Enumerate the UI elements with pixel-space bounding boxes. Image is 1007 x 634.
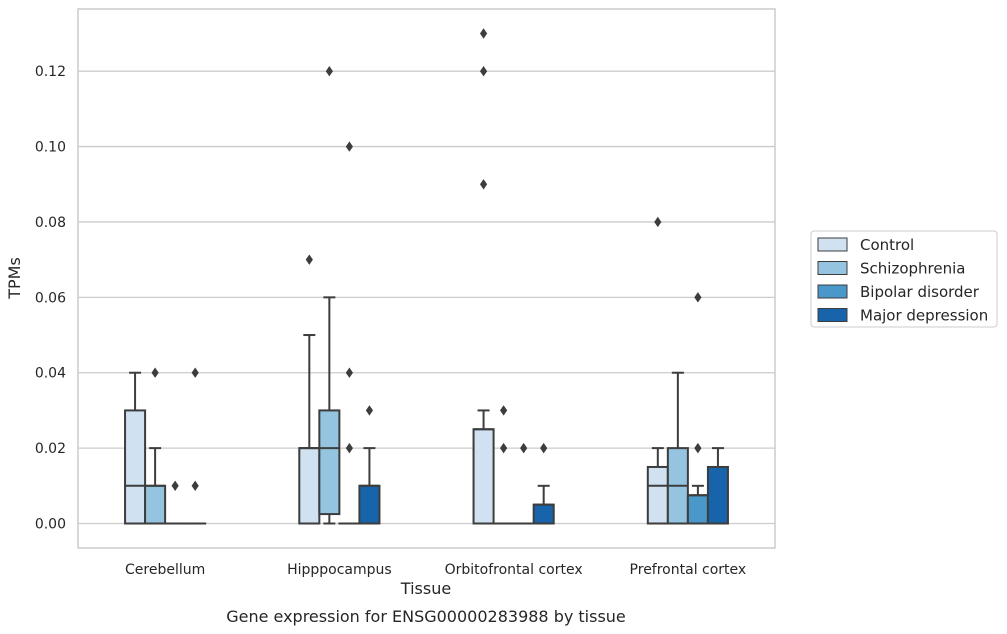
box-bipolar-disorder [686,292,709,525]
y-tick-label: 0.06 [35,290,66,306]
y-tick-labels: 0.00 0.02 0.04 0.06 0.08 0.10 0.12 [35,64,66,532]
y-tick-label: 0.04 [35,366,66,382]
x-tick-label: Prefrontal cortex [630,562,747,578]
x-tick-label: Hipppocampus [287,562,392,578]
outlier-point [500,442,508,454]
legend-frame [810,230,998,328]
box-major-depression [706,447,729,525]
legend-label: Schizophrenia [860,260,965,278]
legend-swatch [817,284,848,299]
box-body [472,428,495,525]
chart-caption: Gene expression for ENSG00000283988 by t… [226,607,626,626]
x-tick-label: Orbitofrontal cortex [445,562,583,578]
box-body [686,494,709,525]
legend-swatch [817,237,848,252]
box-body [358,484,381,525]
box-control [646,216,669,525]
outlier-point [479,179,488,190]
plot-frame [77,8,776,549]
box-body [144,484,167,525]
legend-label: Control [860,236,914,254]
outlier-point [654,216,662,228]
legend-label: Bipolar disorder [860,283,980,301]
box-major-depression [184,367,207,525]
outlier-point [345,141,353,152]
box-body [124,409,147,525]
outlier-point [365,405,374,416]
outlier-point [694,292,702,303]
outlier-point [191,480,199,492]
legend-swatch [817,308,848,322]
box-body [318,409,341,516]
box-series [124,28,729,525]
box-control [298,254,321,525]
outlier-point [520,442,528,454]
box-control [472,28,495,525]
y-tick-label: 0.08 [35,215,66,231]
outlier-point [191,367,199,378]
box-body [646,465,669,525]
box-major-depression [532,442,555,525]
box-body [532,503,555,525]
box-schizophrenia [318,65,341,525]
y-axis-label: TPMs [5,257,24,300]
outlier-point [345,367,353,378]
outlier-point [540,442,548,454]
x-tick-label: Cerebellum [125,562,205,578]
outlier-point [479,28,488,39]
legend-label: Major depression [860,307,988,325]
y-tick-label: 0.00 [35,517,66,533]
outlier-point [479,65,488,77]
box-major-depression [358,405,381,525]
x-axis-label: Tissue [400,579,451,598]
box-control [124,371,147,525]
box-schizophrenia [144,367,167,525]
outlier-point [151,367,159,378]
box-bipolar-disorder [512,442,535,525]
box-schizophrenia [666,371,689,525]
outlier-point [345,442,353,454]
box-schizophrenia [492,405,515,525]
box-body [298,447,321,525]
outlier-point [500,405,508,416]
outlier-point [694,442,702,454]
box-body [706,465,729,525]
legend: Control Schizophrenia Bipolar disorder Majo… [810,230,998,328]
outlier-point [171,480,179,492]
box-bipolar-disorder [164,480,187,525]
outlier-point [305,254,313,265]
y-tick-label: 0.02 [35,441,66,457]
outlier-point [325,65,333,77]
legend-swatch [817,261,848,275]
box-bipolar-disorder [338,141,361,525]
y-tick-label: 0.10 [35,140,66,156]
x-tick-labels: Cerebellum Hipppocampus Orbitofrontal cort… [125,562,746,578]
y-tick-label: 0.12 [35,64,66,80]
